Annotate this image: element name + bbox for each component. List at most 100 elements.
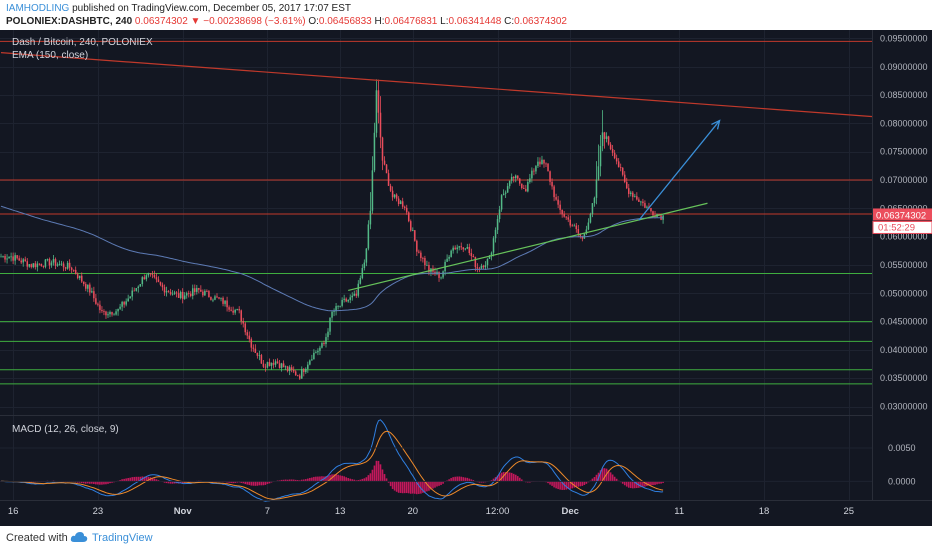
footer: Created with TradingView [0,526,932,550]
macd-histogram-bar [369,473,372,482]
candle-body [38,263,41,265]
candle-body [250,339,253,348]
candle-body [523,188,525,189]
candle-body [565,216,567,218]
candle-body [458,246,460,248]
macd-histogram-bar [300,479,303,482]
candle-body [589,214,592,223]
candle-body [357,283,360,296]
price-axis[interactable]: 0.09500000 0.09000000 0.08500000 0.08000000… [880,33,928,411]
candle-body [514,175,517,179]
candle-body [506,186,509,193]
macd-histogram-bar [607,470,610,482]
candle-body [625,181,628,189]
macd-histogram-bar [137,476,140,482]
candle-body [113,314,115,316]
macd-pane: 0.0050 0.0000 [0,419,916,502]
macd-histogram-bar [658,481,660,484]
svg-text:01:52:29: 01:52:29 [878,222,915,233]
trend-lines[interactable] [0,52,874,292]
macd-histogram-bar [559,481,561,490]
candle-body [456,247,458,250]
candle-body [331,311,333,318]
horizontal-levels [0,40,872,385]
macd-histogram-bar [399,481,402,493]
candle-body [470,253,473,257]
candle-body [268,362,271,366]
support-trendline [348,202,708,292]
macd-histogram-bar [573,481,576,488]
candle-body [363,262,366,269]
candle-body [254,348,257,353]
candle-body [290,367,293,370]
macd-histogram-bar [434,481,436,488]
candle-body [510,176,513,181]
candle-body [230,309,232,311]
candles[interactable] [0,79,664,380]
candle-body [321,342,323,348]
author-link[interactable]: IAMHODLING [6,3,70,14]
candle-body [383,160,386,165]
candle-body [642,201,644,204]
candle-body [202,291,204,296]
candle-body [167,291,170,292]
candle-body [44,259,47,267]
macd-histogram-bar [82,481,85,484]
tradingview-link[interactable]: TradingView [92,532,153,544]
candle-body [353,293,356,296]
macd-histogram-bar [333,474,335,482]
macd-histogram-bar [309,477,311,482]
macd-histogram-bar [244,481,247,485]
candle-body [405,207,408,213]
candle-body [379,112,382,138]
macd-histogram-bar [480,481,483,483]
open-label: O: [308,16,319,27]
macd-histogram-bar [504,472,507,482]
candle-body [194,288,196,292]
candle-body [236,309,238,310]
legend-ema: EMA (150, close) [12,50,88,61]
candle-body [561,209,563,215]
candle-body [266,362,269,368]
macd-histogram-bar [359,479,362,482]
price-tick-label: 0.05000000 [880,288,928,298]
candle-body [381,137,384,161]
candle-body [615,158,618,162]
candle-body [541,159,543,165]
candle-body [593,197,596,204]
candle-body [484,265,487,268]
candle-body [619,167,622,168]
macd-histogram-bar [623,481,626,486]
chart-canvas[interactable]: 0.0050 0.0000 0.09500000 0.09000000 0.08500… [0,30,932,526]
macd-histogram-bar [155,479,158,482]
resistance-trendline [0,52,874,118]
candle-body [601,132,604,147]
candle-body [91,291,93,293]
candle-body [173,292,176,294]
macd-histogram-bar [436,481,438,487]
macd-histogram-bar [470,479,473,482]
candle-body [349,297,351,300]
low-label: L: [440,16,449,27]
candle-body [6,258,8,260]
high-value: 0.06476831 [384,16,438,27]
candle-body [187,293,190,294]
candle-body [385,164,388,174]
candle-body [153,275,156,278]
ema-line[interactable] [0,205,664,312]
macd-histogram-bar [262,481,265,486]
candle-body [389,185,392,191]
macd-histogram-bar [496,475,499,482]
candle-body [198,288,200,290]
macd-histogram-bar [375,460,378,482]
macd-histogram-bar [407,481,410,494]
macd-histogram-bar [456,476,459,482]
price-tick-label: 0.05500000 [880,260,928,270]
candle-body [613,152,616,159]
macd-histogram-bar [377,460,380,482]
time-axis[interactable]: 16 23 Nov 7 13 20 12:00 Dec 11 18 25 [8,506,854,517]
candle-body [599,146,602,167]
macd-histogram-bar [625,481,628,487]
macd-histogram-bar [173,481,176,484]
macd-histogram-bar [405,481,408,494]
